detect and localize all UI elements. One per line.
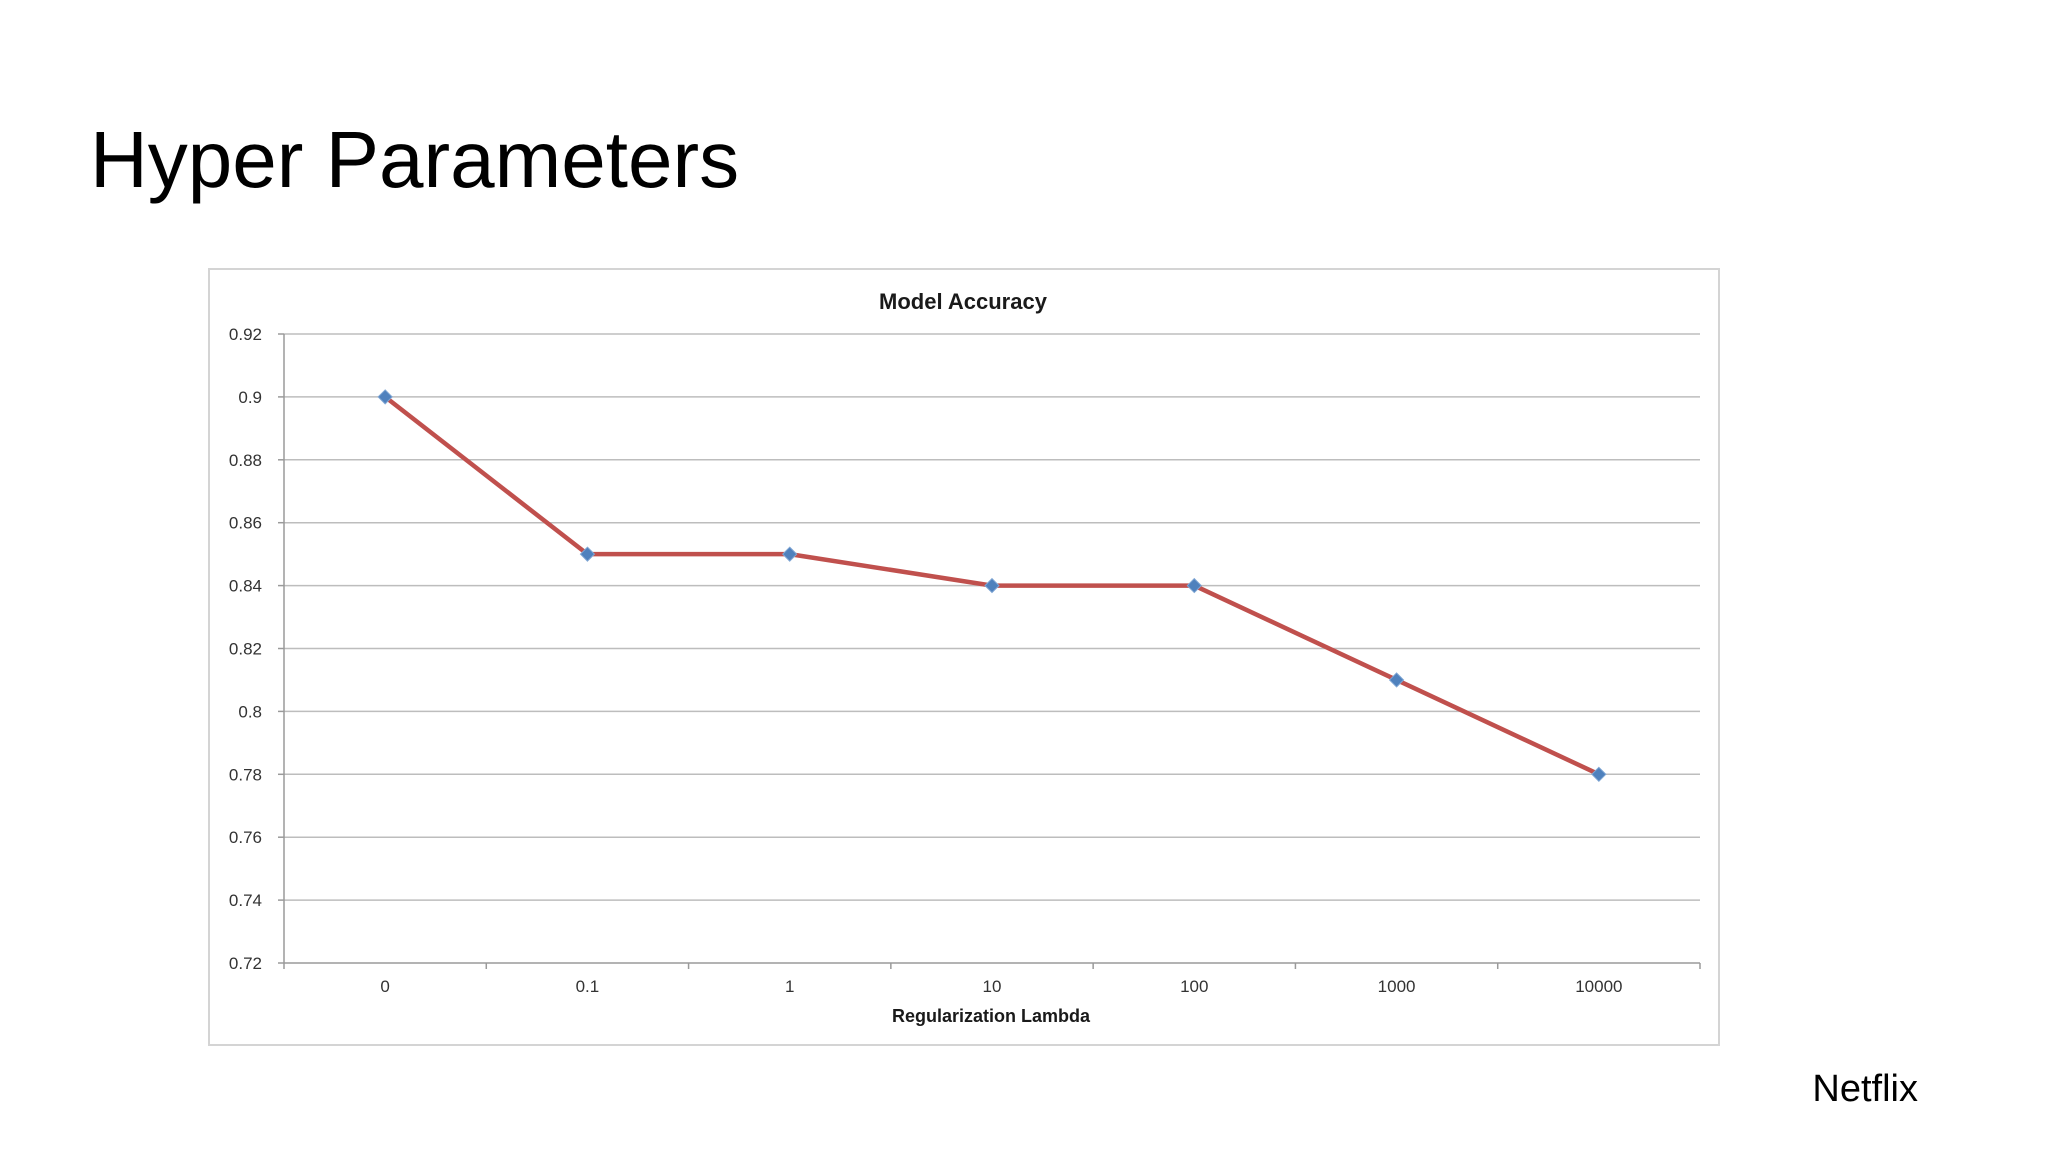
y-tick-label: 0.86 [229,514,262,533]
chart-title: Model Accuracy [879,289,1048,314]
axes [278,333,1701,969]
x-tick-label: 1 [785,977,794,996]
x-tick-label: 10 [983,977,1002,996]
y-tick-label: 0.92 [229,325,262,344]
data-point-marker [1186,577,1202,594]
y-tick-label: 0.9 [238,388,262,407]
x-tick-label: 0.1 [576,977,600,996]
series-layer [377,389,1607,783]
y-tick-label: 0.74 [229,891,262,910]
y-tick-label: 0.76 [229,828,262,847]
footer-brand: Netflix [1812,1068,1918,1110]
y-tick-label: 0.72 [229,954,262,973]
y-tick-label: 0.78 [229,765,262,784]
slide-title: Hyper Parameters [90,115,740,204]
x-axis-label: Regularization Lambda [892,1006,1091,1026]
data-point-marker [1591,766,1607,783]
data-point-marker [579,546,596,562]
x-tick-label: 10000 [1575,977,1622,996]
data-point-marker [984,577,1000,594]
x-tick-labels: 0 0.1 1 10 100 1000 10000 [380,977,1622,996]
data-point-marker [377,389,393,405]
x-tick-label: 1000 [1378,977,1416,996]
y-tick-label: 0.8 [238,702,262,721]
y-tick-label: 0.84 [229,577,262,596]
x-tick-label: 100 [1180,977,1208,996]
y-tick-label: 0.82 [229,640,262,659]
data-point-marker [782,546,798,562]
y-tick-labels: 0.72 0.74 0.76 0.78 0.8 0.82 0.84 0.86 0.88 0.9 0.… [229,325,262,973]
gridlines [284,333,1700,901]
chart-frame [208,268,1720,1046]
data-point-marker [1388,672,1405,688]
x-tick-label: 0 [380,977,389,996]
y-tick-label: 0.88 [229,451,262,470]
